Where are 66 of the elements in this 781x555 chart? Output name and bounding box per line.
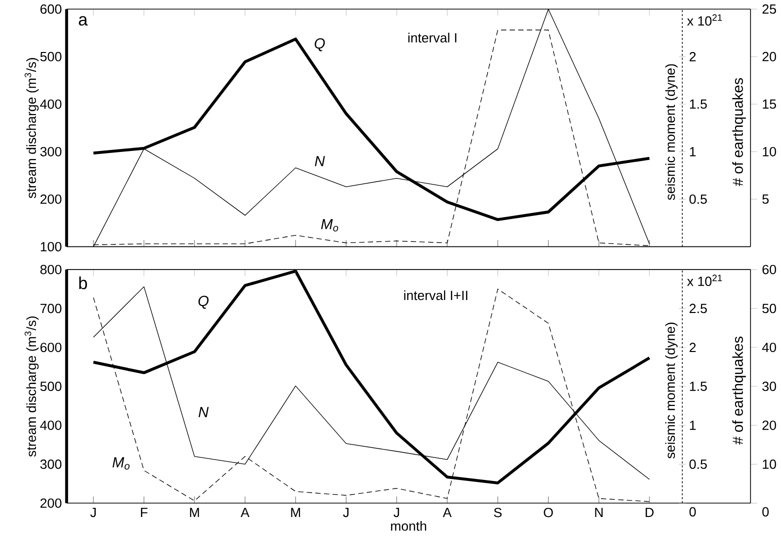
y-tick-label: 700	[40, 304, 62, 314]
annotation: interval I	[408, 32, 456, 43]
y3-tick-label: 20	[762, 420, 776, 430]
x-tick-label: S	[494, 508, 502, 518]
y3-tick-label: 0	[762, 507, 769, 517]
y3-axis-title: # of earthquakes	[732, 78, 746, 186]
y2-tick-label: 2	[690, 342, 696, 352]
y2-tick-label: 1.5	[690, 100, 707, 109]
y3-tick-label: 60	[762, 264, 776, 274]
y2-tick-label: 1	[690, 147, 696, 156]
y3-tick-label: 30	[762, 382, 776, 392]
x-tick-label: D	[646, 508, 654, 518]
annotation: interval I+II	[404, 290, 468, 300]
y2-tick-label: 0.5	[689, 460, 707, 469]
x-tick-label: F	[140, 508, 148, 518]
series-label: N	[314, 156, 325, 166]
y-tick-label: 200	[40, 194, 62, 204]
y-axis-title: stream discharge (m$^{3}$/s)	[24, 58, 39, 198]
x-tick-label: A	[442, 508, 452, 518]
y2-axis-title: seismic moment (dyne)	[665, 64, 678, 200]
y2-axis-title: seismic moment (dyne)	[665, 322, 678, 459]
x-tick-label: O	[544, 508, 553, 518]
y3-tick-label: 25	[762, 4, 776, 14]
y3-tick-label: 40	[762, 342, 776, 352]
y-tick-label: 500	[40, 52, 62, 62]
y-tick-label: 400	[40, 420, 62, 430]
x-tick-label: J	[90, 508, 96, 518]
y-tick-label: 500	[40, 382, 62, 392]
y3-tick-label: 10	[762, 147, 776, 156]
y-tick-label: 400	[40, 100, 62, 109]
y-tick-label: 200	[40, 498, 62, 508]
y3-tick-label: 10	[762, 460, 776, 469]
series-label: M$_{o}$	[321, 219, 338, 232]
x-tick-label: M	[291, 508, 300, 518]
series-label: Q	[198, 296, 209, 309]
x-tick-label: A	[240, 508, 250, 518]
y-tick-label: 600	[40, 342, 62, 352]
chart-title: a	[78, 16, 88, 26]
y-axis-title: stream discharge (m$^{3}$/s)	[24, 316, 39, 457]
y2-tick-label: 0.5	[689, 194, 707, 204]
text: x 10$^{21}$	[687, 14, 722, 26]
x-tick-label: J	[343, 508, 348, 518]
x-tick-label: N	[595, 508, 603, 518]
y2-tick-label: 2	[690, 52, 696, 62]
chart-title: b	[79, 276, 87, 290]
series-label: Q	[314, 38, 325, 52]
y3-axis-title: # of earthquakes	[732, 336, 746, 445]
y-tick-label: 100	[40, 242, 62, 252]
text: x 10$^{21}$	[687, 274, 722, 286]
y-tick-label: 300	[40, 147, 62, 156]
y2-tick-label: 0	[689, 507, 696, 517]
y3-tick-label: 15	[762, 100, 776, 109]
y-tick-label: 800	[40, 264, 62, 274]
y2-tick-label: 2.5	[690, 304, 707, 314]
y3-tick-label: 50	[762, 304, 776, 314]
series-label: M$_{o}$	[112, 457, 130, 470]
y-tick-label: 300	[40, 460, 62, 469]
y2-tick-label: 1.5	[690, 382, 707, 392]
y3-tick-label: 5	[762, 194, 769, 204]
x-tick-label: M	[190, 508, 199, 518]
y2-tick-label: 1	[690, 420, 696, 430]
y3-tick-label: 20	[762, 52, 776, 62]
series-label: N	[198, 407, 209, 418]
y-tick-label: 600	[40, 4, 62, 14]
x-axis-title: month	[391, 521, 426, 531]
x-tick-label: J	[394, 508, 400, 518]
